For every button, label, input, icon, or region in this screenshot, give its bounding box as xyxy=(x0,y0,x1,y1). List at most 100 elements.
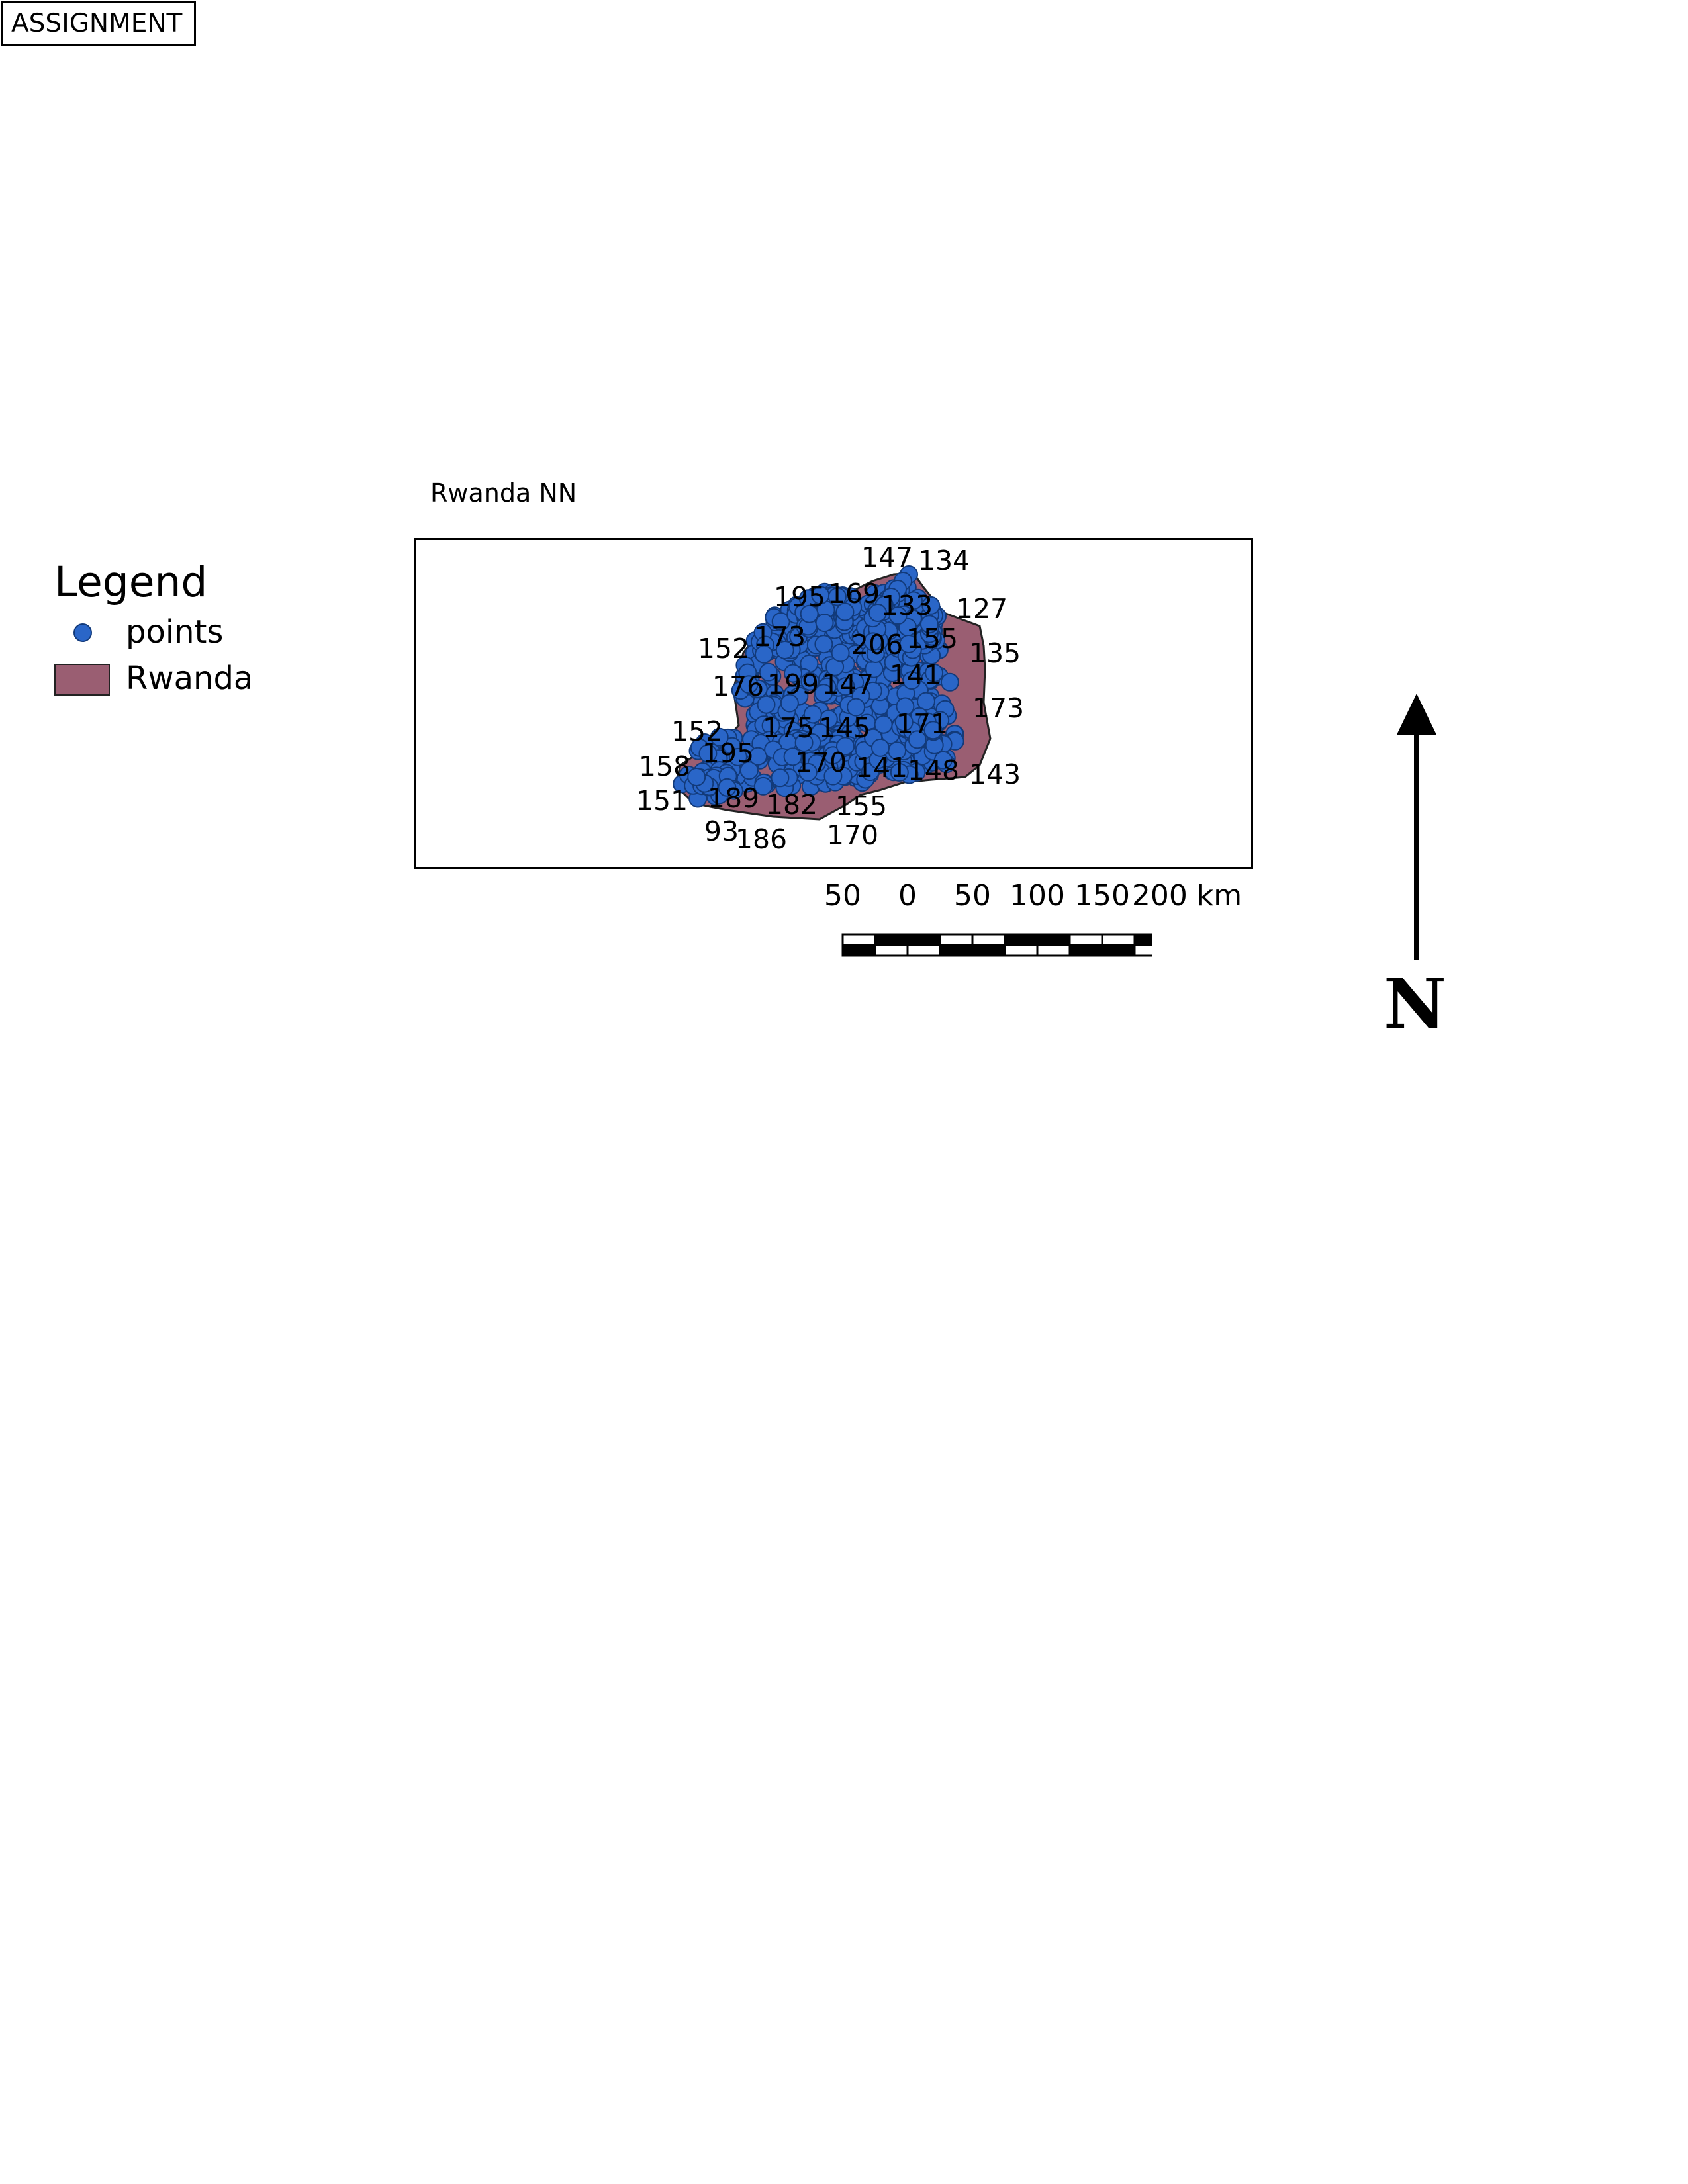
scale-segment xyxy=(906,944,941,957)
map-point xyxy=(823,766,843,786)
map-point xyxy=(835,602,855,621)
point-value-label: 155 xyxy=(906,623,958,655)
point-value-label: 155 xyxy=(835,790,887,822)
map-point xyxy=(923,721,943,740)
point-value-label: 152 xyxy=(698,633,749,664)
map-point xyxy=(771,768,790,788)
point-value-label: 199 xyxy=(767,668,819,700)
map-point xyxy=(890,763,909,782)
point-value-label: 171 xyxy=(896,708,948,740)
map-frame[interactable]: 147 134 195 169 133 127 173 152 206 155 135 176 199 1… xyxy=(414,538,1253,869)
map-point xyxy=(831,643,850,662)
scale-segment xyxy=(1004,944,1039,957)
scale-segment xyxy=(906,933,941,946)
map-point xyxy=(771,612,790,631)
map-point xyxy=(871,738,890,757)
assignment-header: ASSIGNMENT xyxy=(1,1,197,46)
point-value-label: 147 xyxy=(822,668,874,700)
scale-segment xyxy=(841,944,876,957)
map-point xyxy=(874,715,893,734)
map-point xyxy=(687,768,706,786)
scale-bar-graphic xyxy=(841,933,1152,957)
point-value-label: 189 xyxy=(708,782,759,814)
scale-segment xyxy=(1068,933,1103,946)
point-value-label: 176 xyxy=(712,670,764,702)
map-point xyxy=(759,662,778,682)
scale-label: 50 xyxy=(954,879,991,913)
point-value-label: 147 xyxy=(861,541,913,573)
scale-label: 100 xyxy=(1009,879,1065,913)
scale-segment xyxy=(1101,933,1136,946)
map-point xyxy=(749,747,768,766)
map-point xyxy=(920,615,939,634)
point-value-label: 182 xyxy=(766,789,818,821)
map-point xyxy=(753,776,773,796)
scale-segment xyxy=(874,944,909,957)
map-point xyxy=(836,737,855,756)
scale-segment xyxy=(841,933,876,946)
map-point xyxy=(794,733,814,752)
map-point xyxy=(894,713,914,732)
map-point xyxy=(888,606,908,625)
scale-segment xyxy=(1036,944,1071,957)
map-point xyxy=(917,692,935,711)
scale-label: 150 xyxy=(1074,879,1130,913)
point-value-label: 152 xyxy=(671,715,723,747)
map-point xyxy=(757,695,776,714)
map-point xyxy=(836,677,855,696)
point-value-label: 141 xyxy=(890,659,941,691)
legend-title: Legend xyxy=(54,558,208,606)
map-point xyxy=(755,645,773,664)
scale-segment xyxy=(1004,933,1039,946)
scale-label: 200 km xyxy=(1131,879,1243,913)
map-point xyxy=(710,727,729,747)
point-value-label: 173 xyxy=(754,621,806,653)
scale-segment xyxy=(874,933,909,946)
map-point xyxy=(800,604,819,623)
point-value-label: 93 xyxy=(704,815,739,847)
map-point xyxy=(803,705,822,724)
point-value-label: 173 xyxy=(972,692,1024,724)
scale-segment xyxy=(1133,944,1152,957)
point-value-label: 133 xyxy=(881,590,933,621)
scale-segment xyxy=(1101,944,1136,957)
scale-segment xyxy=(939,933,974,946)
map-point xyxy=(800,672,820,691)
point-value-label: 170 xyxy=(827,819,878,851)
point-symbol-icon xyxy=(54,616,110,648)
map-point xyxy=(925,663,944,682)
map-point xyxy=(728,747,747,766)
map-point xyxy=(815,614,834,633)
point-value-label: 143 xyxy=(969,758,1021,790)
map-point xyxy=(775,641,794,659)
point-value-label: 175 xyxy=(763,712,814,744)
point-value-label: 141 xyxy=(856,752,908,784)
polygon-symbol-icon xyxy=(54,662,110,696)
map-point xyxy=(784,664,802,683)
point-value-label: 148 xyxy=(908,754,959,786)
map-point xyxy=(698,744,718,763)
point-value-label: 151 xyxy=(636,785,688,817)
scale-segment xyxy=(939,944,974,957)
map-point xyxy=(868,604,887,622)
scale-segment xyxy=(1036,933,1071,946)
point-value-label: 135 xyxy=(969,637,1021,669)
point-value-label: 158 xyxy=(639,751,690,782)
map-point xyxy=(847,698,866,717)
north-letter: N xyxy=(1383,963,1447,1044)
map-point xyxy=(739,675,759,694)
scale-label: 50 xyxy=(824,879,861,913)
point-value-label: 169 xyxy=(828,578,880,610)
map-point xyxy=(863,632,882,651)
legend-item-label: points xyxy=(126,614,224,651)
map-title: Rwanda NN xyxy=(430,478,577,508)
map-point xyxy=(904,591,923,610)
scale-label: 0 xyxy=(898,879,917,913)
point-value-label: 206 xyxy=(851,629,903,660)
point-value-label: 170 xyxy=(795,747,847,778)
map-point xyxy=(827,587,847,606)
point-value-label: 195 xyxy=(702,737,754,769)
map-point xyxy=(933,751,953,770)
